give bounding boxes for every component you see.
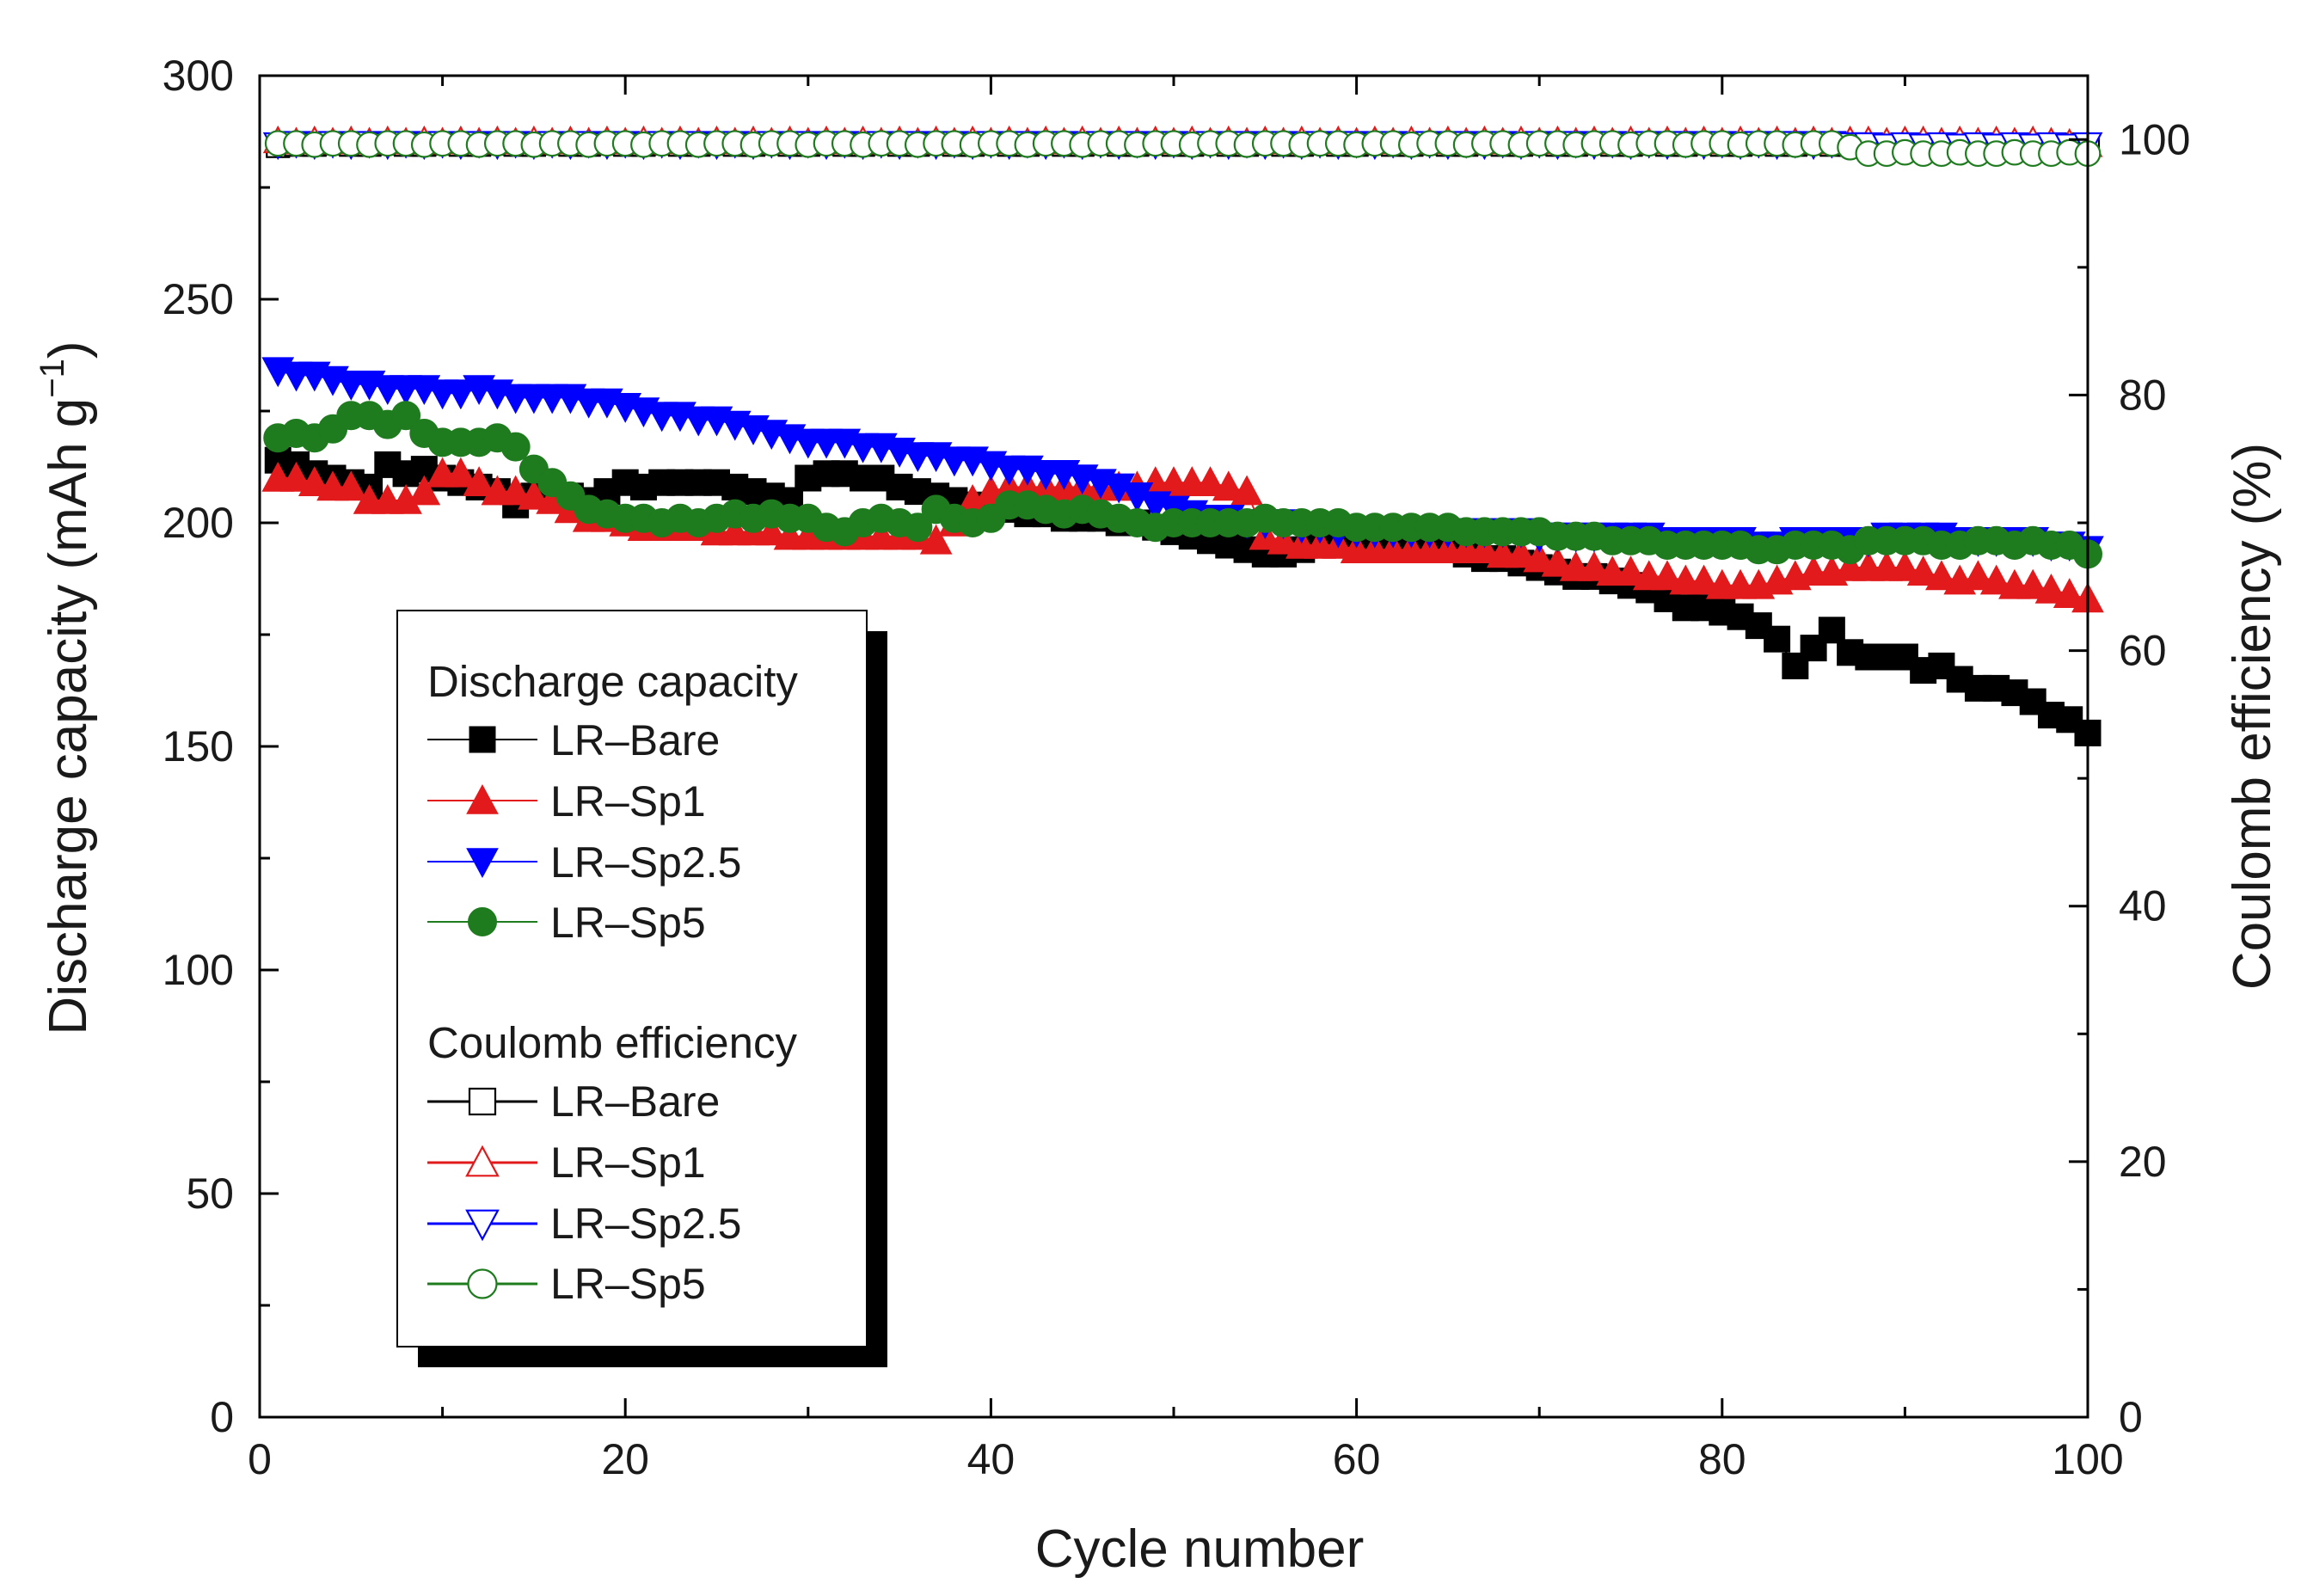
y-tick-label-200: 200 — [163, 499, 234, 547]
legend-marker-discharge-1 — [466, 783, 499, 814]
y2-tick-label-20: 20 — [2119, 1138, 2167, 1186]
discharge-point-1-94 — [1961, 560, 1995, 591]
discharge-point-1-9 — [408, 475, 441, 506]
discharge-point-1-98 — [2034, 573, 2068, 604]
legend-label-efficiency-sp1: LR–Sp1 — [550, 1139, 706, 1187]
y2-tick-label-40: 40 — [2119, 882, 2167, 930]
y-tick-label-50: 50 — [186, 1169, 234, 1218]
discharge-point-0-83 — [1764, 625, 1791, 653]
legend-marker-efficiency-0 — [468, 1087, 497, 1116]
legend-marker-efficiency-3 — [467, 1268, 498, 1299]
legend-marker-discharge-3 — [468, 907, 497, 936]
x-axis-title: Cycle number — [1035, 1519, 1364, 1579]
discharge-point-1-67 — [1468, 533, 1501, 563]
x-tick-label-80: 80 — [1698, 1435, 1746, 1483]
discharge-point-1-97 — [2016, 568, 2050, 599]
discharge-point-1-54 — [1230, 475, 1263, 506]
discharge-point-1-53 — [1212, 470, 1245, 501]
discharge-point-1-37 — [919, 524, 953, 555]
legend-marker-discharge-0 — [469, 726, 496, 753]
discharge-point-1-11 — [445, 457, 477, 488]
discharge-series-3 — [263, 401, 2102, 569]
discharge-point-1-70 — [1523, 542, 1556, 573]
legend-marker-efficiency-1 — [465, 1145, 500, 1177]
discharge-point-1-14 — [499, 475, 532, 506]
x-tick-label-0: 0 — [248, 1435, 272, 1483]
x-tick-label-40: 40 — [967, 1435, 1016, 1483]
legend-marker-efficiency-2 — [465, 1209, 500, 1242]
legend-heading-discharge: Discharge capacity — [427, 657, 798, 706]
legend-label-discharge-sp25: LR–Sp2.5 — [550, 838, 741, 887]
y-tick-label-150: 150 — [163, 722, 234, 770]
y-tick-label-250: 250 — [163, 275, 234, 323]
discharge-point-1-69 — [1505, 537, 1537, 568]
discharge-point-1-73 — [1578, 550, 1611, 581]
plot-area — [261, 125, 2104, 746]
y-axis-title: Discharge capacity (mAh g−1) — [34, 341, 98, 1034]
discharge-point-1-3 — [298, 466, 331, 496]
x-tick-label-20: 20 — [601, 1435, 649, 1483]
discharge-point-1-77 — [1651, 560, 1684, 591]
discharge-point-1-95 — [1979, 564, 2013, 595]
discharge-point-1-2 — [279, 461, 313, 492]
discharge-point-1-79 — [1687, 564, 1721, 595]
discharge-point-1-90 — [1888, 550, 1922, 581]
efficiency-series-3 — [264, 130, 2102, 168]
discharge-point-1-28 — [755, 515, 788, 546]
y2-tick-label-0: 0 — [2119, 1393, 2143, 1441]
y-axis-title-close: ) — [39, 341, 98, 359]
legend-marker-discharge-2 — [466, 848, 499, 879]
x-tick-label-100: 100 — [2052, 1435, 2123, 1483]
discharge-point-0-86 — [1818, 617, 1845, 644]
legend-heading-efficiency: Coulomb efficiency — [427, 1018, 797, 1067]
y-axis-title-superscript: −1 — [34, 359, 71, 398]
axes: 0 20 40 60 80 1000501001502002503000204060801… — [163, 52, 2191, 1483]
legend-entries — [427, 726, 537, 1299]
legend-label-discharge-bare: LR–Bare — [550, 716, 720, 764]
y-tick-label-0: 0 — [210, 1393, 234, 1441]
y2-tick-label-60: 60 — [2119, 627, 2167, 675]
discharge-point-1-71 — [1541, 546, 1574, 577]
y-tick-label-300: 300 — [163, 52, 234, 100]
discharge-point-1-15 — [518, 479, 550, 510]
discharge-point-2-11 — [445, 379, 477, 410]
discharge-point-1-92 — [1925, 560, 1958, 591]
legend-label-discharge-sp1: LR–Sp1 — [550, 777, 706, 826]
legend: Discharge capacity Coulomb efficiency LR… — [396, 610, 887, 1367]
discharge-point-3-36 — [903, 513, 933, 543]
discharge-point-1-91 — [1906, 556, 1940, 586]
discharge-point-3-8 — [391, 401, 421, 431]
y-tick-label-100: 100 — [163, 946, 234, 994]
legend-label-efficiency-bare: LR–Bare — [550, 1077, 720, 1126]
discharge-point-1-99 — [2052, 578, 2086, 608]
discharge-point-1-12 — [463, 466, 495, 496]
legend-label-efficiency-sp5: LR–Sp5 — [550, 1260, 706, 1308]
y-axis-title-main: Discharge capacity (mAh g — [39, 398, 98, 1035]
y2-tick-label-80: 80 — [2119, 371, 2167, 419]
x-tick-label-60: 60 — [1333, 1435, 1381, 1483]
y2-axis-title: Coulomb efficiency (%) — [2223, 443, 2282, 990]
legend-label-discharge-sp5: LR–Sp5 — [550, 899, 706, 947]
discharge-point-3-14 — [500, 432, 531, 462]
y2-tick-label-100: 100 — [2119, 115, 2190, 163]
legend-label-efficiency-sp25: LR–Sp2.5 — [550, 1200, 741, 1248]
discharge-point-1-56 — [1267, 524, 1300, 555]
discharge-point-1-75 — [1614, 556, 1648, 586]
discharge-point-1-52 — [1193, 466, 1227, 496]
discharge-point-1-5 — [334, 470, 368, 501]
